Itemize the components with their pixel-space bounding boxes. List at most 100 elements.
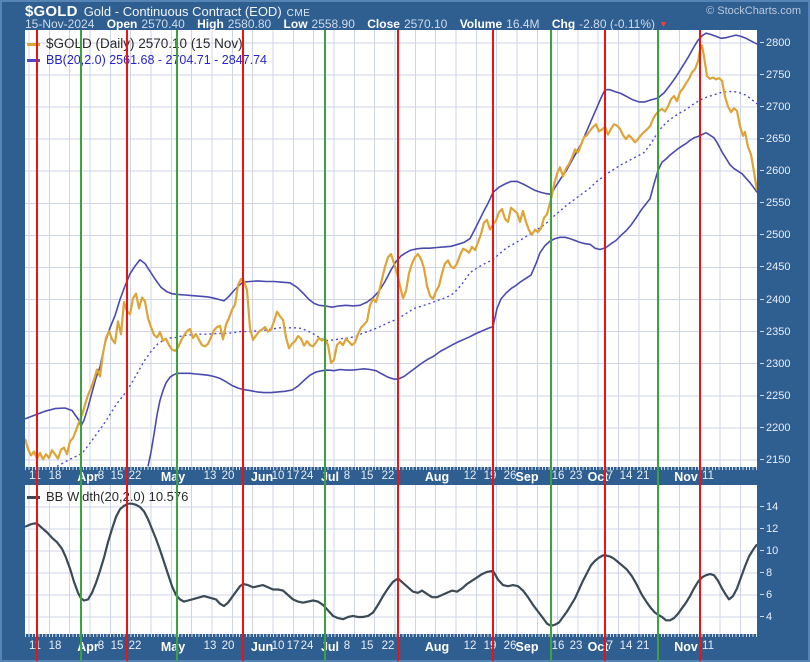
y-tick-label: 2550 xyxy=(760,197,806,209)
bb-middle-sma20-line xyxy=(56,90,757,467)
x-month-label: Jun xyxy=(250,470,274,484)
gold-close-line xyxy=(25,44,757,461)
x-month-label: Sep xyxy=(515,640,539,654)
x-day-label: 10 xyxy=(271,640,285,652)
close-label: Close xyxy=(367,17,400,31)
tick-marks-row xyxy=(25,467,757,470)
x-day-label: 11 xyxy=(29,470,41,482)
event-line-red xyxy=(396,30,400,661)
x-day-label: 24 xyxy=(300,470,314,482)
y-tick-label: 2350 xyxy=(760,326,806,338)
x-day-label: 12 xyxy=(463,470,477,482)
event-line-red xyxy=(125,30,129,661)
bb-width-line xyxy=(25,502,757,627)
x-day-label: 16 xyxy=(551,640,565,652)
x-day-label: 17 xyxy=(286,470,300,482)
x-day-label: 7 xyxy=(606,640,614,652)
x-month-label: Oct xyxy=(587,640,609,654)
y-tick-label: 4 xyxy=(760,611,806,623)
high-label: High xyxy=(197,17,224,31)
x-day-label: 13 xyxy=(203,640,217,652)
event-line-green xyxy=(656,30,660,661)
price-legend: $GOLD (Daily) 2570.10 (15 Nov) xyxy=(27,36,243,51)
y-tick-label: 2600 xyxy=(760,165,806,177)
x-axis-bottom-strip: 1118Apr81522May1320Jun101724Jul81522Aug1… xyxy=(0,634,810,662)
x-day-label: 23 xyxy=(569,640,583,652)
y-tick-label: 2200 xyxy=(760,422,806,434)
x-day-label: 7 xyxy=(606,470,614,482)
x-day-label: 22 xyxy=(381,640,395,652)
event-line-green xyxy=(549,30,553,661)
x-month-label: Jun xyxy=(250,640,274,654)
chart-title: Gold - Continuous Contract (EOD) xyxy=(83,4,282,19)
y-tick-label: 8 xyxy=(760,567,806,579)
x-day-label: 23 xyxy=(569,470,583,482)
x-day-label: 20 xyxy=(221,470,235,482)
main-price-panel xyxy=(25,30,757,467)
x-day-label: 14 xyxy=(619,470,633,482)
stockcharts-credit: © StockCharts.com xyxy=(706,5,801,17)
y-tick-label: 10 xyxy=(760,545,806,557)
bb-width-panel xyxy=(25,485,757,634)
x-axis-middle-strip: 1118Apr81522May1320Jun101724Jul81522Aug1… xyxy=(0,467,810,485)
x-day-label: 24 xyxy=(300,640,314,652)
x-day-label: 14 xyxy=(619,640,633,652)
x-day-label: 26 xyxy=(503,640,517,652)
x-day-label: 15 xyxy=(360,640,374,652)
price-chart-svg xyxy=(25,30,757,467)
y-tick-label: 2400 xyxy=(760,294,806,306)
low-label: Low xyxy=(283,17,308,31)
x-month-label: May xyxy=(160,640,186,654)
x-day-label: 8 xyxy=(97,470,105,482)
x-day-label: 8 xyxy=(343,640,351,652)
low-value: 2558.90 xyxy=(311,17,355,31)
x-day-label: 18 xyxy=(48,640,62,652)
price-legend-text: $GOLD (Daily) 2570.10 (15 Nov) xyxy=(46,36,243,51)
exchange-label: CME xyxy=(286,8,311,19)
bb-upper-line xyxy=(25,32,757,427)
event-line-green xyxy=(175,30,179,661)
bb-width-legend-text: BB Width(20,2.0) 10.576 xyxy=(46,489,189,504)
x-day-label: 11 xyxy=(702,470,714,482)
y-tick-label: 2450 xyxy=(760,261,806,273)
x-month-label: Oct xyxy=(587,470,609,484)
x-day-label: 19 xyxy=(483,470,497,482)
x-day-label: 21 xyxy=(636,470,650,482)
x-day-label: 10 xyxy=(271,470,285,482)
event-line-green xyxy=(79,30,83,661)
x-day-label: 12 xyxy=(463,640,477,652)
x-month-label: Nov xyxy=(674,640,698,654)
event-line-red xyxy=(241,30,245,661)
x-day-label: 17 xyxy=(286,640,300,652)
bb-width-chart-svg xyxy=(25,485,757,634)
bollinger-swatch-icon xyxy=(27,59,40,63)
x-month-label: Apr xyxy=(77,470,99,484)
event-line-red xyxy=(491,30,495,661)
open-label: Open xyxy=(106,17,138,31)
price-swatch-icon xyxy=(27,42,40,46)
volume-label: Volume xyxy=(459,17,503,31)
quote-date: 15-Nov-2024 xyxy=(25,17,95,31)
x-day-label: 22 xyxy=(128,470,142,482)
x-day-label: 22 xyxy=(128,640,142,652)
x-day-label: 16 xyxy=(551,470,565,482)
x-day-label: 26 xyxy=(503,470,517,482)
x-day-label: 21 xyxy=(636,640,650,652)
y-tick-label: 14 xyxy=(760,501,806,513)
bollinger-legend: BB(20,2.0) 2561.68 - 2704.71 - 2847.74 xyxy=(27,53,267,67)
ticker-symbol: $GOLD xyxy=(25,3,78,20)
y-tick-label: 2800 xyxy=(760,37,806,49)
event-line-red xyxy=(603,30,607,661)
open-value: 2570.40 xyxy=(141,17,185,31)
y-tick-label: 2750 xyxy=(760,69,806,81)
y-tick-label: 2650 xyxy=(760,133,806,145)
chg-label: Chg xyxy=(551,17,576,31)
bb-width-legend: BB Width(20,2.0) 10.576 xyxy=(27,489,188,504)
x-month-label: Nov xyxy=(674,470,698,484)
y-tick-label: 2700 xyxy=(760,101,806,113)
x-month-label: Aug xyxy=(424,470,450,484)
y-tick-label: 6 xyxy=(760,589,806,601)
event-line-green xyxy=(323,30,327,661)
high-value: 2580.80 xyxy=(227,17,272,31)
